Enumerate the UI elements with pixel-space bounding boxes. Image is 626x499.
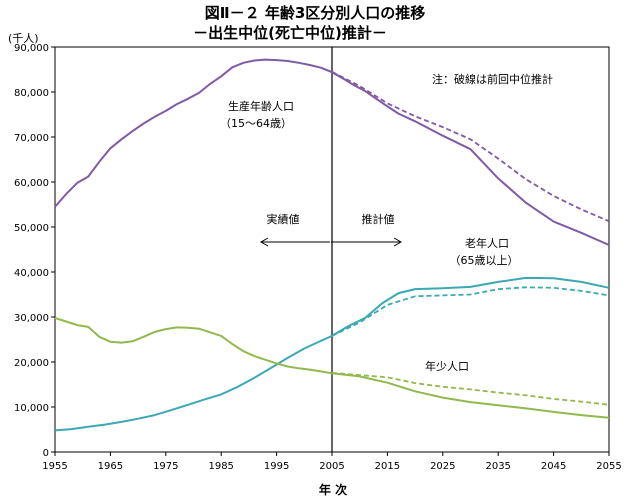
y-tick-label: 70,000 [14, 133, 49, 144]
series-label-elderly: 老年人口 [465, 236, 509, 250]
series-line-2 [54, 276, 610, 432]
chart-title: 図Ⅱ－２ 年齢3区分別人口の推移 [205, 4, 426, 22]
x-tick-labels: 1955 1965 1975 1985 1995 2005 2015 2025 2035 2045… [42, 452, 622, 472]
x-axis-label: 年 次 [319, 482, 347, 497]
projected-values-label: 推計値 [362, 212, 395, 226]
x-tick-label: 1995 [264, 461, 289, 472]
series-lines [54, 58, 610, 432]
x-tick-label: 2015 [375, 461, 400, 472]
y-tick-label: 0 [43, 448, 49, 459]
x-tick-label: 2025 [430, 461, 455, 472]
series-label-youth: 年少人口 [425, 359, 469, 373]
y-axis-label: (千人) [8, 32, 39, 45]
plot-frame [54, 46, 610, 453]
y-tick-label: 20,000 [14, 358, 49, 369]
y-tick-label: 10,000 [14, 403, 49, 414]
x-tick-label: 1985 [208, 461, 233, 472]
y-tick-label: 40,000 [14, 268, 49, 279]
actual-arrowhead [259, 237, 269, 247]
chart-subtitle: －出生中位(死亡中位)推計－ [193, 24, 387, 42]
series-line-0 [54, 58, 610, 246]
x-tick-label: 2035 [485, 461, 510, 472]
y-tick-label: 60,000 [14, 178, 49, 189]
series-sublabel-elderly: （65歳以上） [450, 254, 519, 267]
series-line-4 [54, 316, 610, 419]
projected-arrowhead [393, 237, 403, 247]
actual-values-label: 実績値 [267, 212, 300, 226]
series-line-5 [331, 371, 610, 406]
series-line-3 [331, 286, 610, 337]
series-line-1 [331, 71, 610, 223]
x-tick-label: 1955 [42, 461, 67, 472]
y-tick-label: 50,000 [14, 223, 49, 234]
y-tick-label: 90,000 [14, 43, 49, 54]
x-tick-label: 2045 [541, 461, 566, 472]
x-tick-label: 1965 [98, 461, 123, 472]
note-label: 注：破線は前回中位推計 [432, 72, 553, 86]
x-tick-label: 1975 [153, 461, 178, 472]
y-tick-labels: 0 10,000 20,000 30,000 40,000 50,000 60,000 70,… [14, 43, 55, 459]
y-tick-label: 30,000 [14, 313, 49, 324]
y-tick-label: 80,000 [14, 88, 49, 99]
series-sublabel-working-age: （15～64歳） [220, 117, 292, 130]
x-tick-label: 2005 [319, 461, 344, 472]
series-label-working-age: 生産年齢人口 [228, 99, 294, 113]
x-tick-label: 2055 [596, 461, 621, 472]
